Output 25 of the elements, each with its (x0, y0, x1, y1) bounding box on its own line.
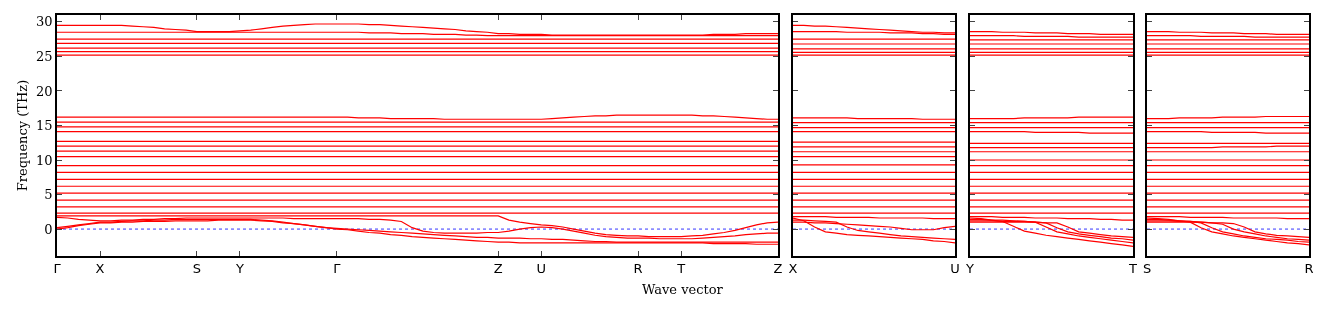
y-tick-label: 10 (36, 152, 53, 168)
y-tick-label: 25 (36, 48, 53, 64)
x-tick-label: R (633, 261, 643, 277)
y-tick-label: 15 (36, 118, 53, 134)
y-tick-label: 5 (44, 187, 53, 203)
x-tick-label: X (788, 261, 798, 277)
x-tick-label: Γ (53, 261, 62, 277)
x-tick-label: S (1142, 261, 1152, 277)
y-axis-title: Frequency (THz) (14, 79, 30, 192)
x-tick-label: Z (773, 261, 783, 277)
x-tick-label: Z (493, 261, 503, 277)
x-tick-label: Γ (333, 261, 342, 277)
x-tick-label: U (536, 261, 547, 277)
x-tick-label: Y (965, 261, 975, 277)
x-tick-label: T (676, 261, 686, 277)
y-tick-label: 0 (44, 221, 53, 237)
x-tick-label: Y (234, 261, 244, 277)
x-tick-label: T (1128, 261, 1138, 277)
x-tick-label: S (192, 261, 202, 277)
y-tick-label: 20 (36, 83, 53, 99)
x-tick-label: X (95, 261, 105, 277)
x-axis-title: Wave vector (642, 282, 724, 297)
x-tick-label: U (950, 261, 960, 277)
x-tick-label: R (1304, 261, 1314, 277)
y-tick-label: 30 (36, 14, 53, 30)
